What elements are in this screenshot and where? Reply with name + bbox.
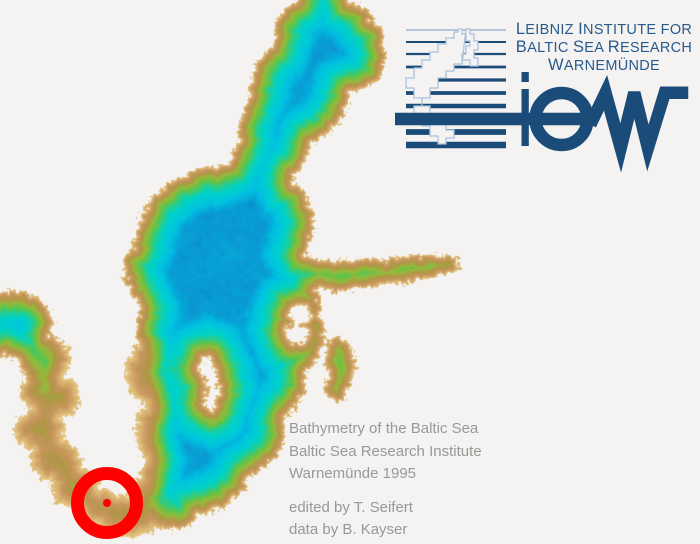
svg-text:BALTIC SEA RESEARCH: BALTIC SEA RESEARCH [516,38,692,56]
svg-text:LEIBNIZ INSTITUTE FOR: LEIBNIZ INSTITUTE FOR [516,20,692,38]
svg-text:WARNEMÜNDE: WARNEMÜNDE [548,56,660,74]
